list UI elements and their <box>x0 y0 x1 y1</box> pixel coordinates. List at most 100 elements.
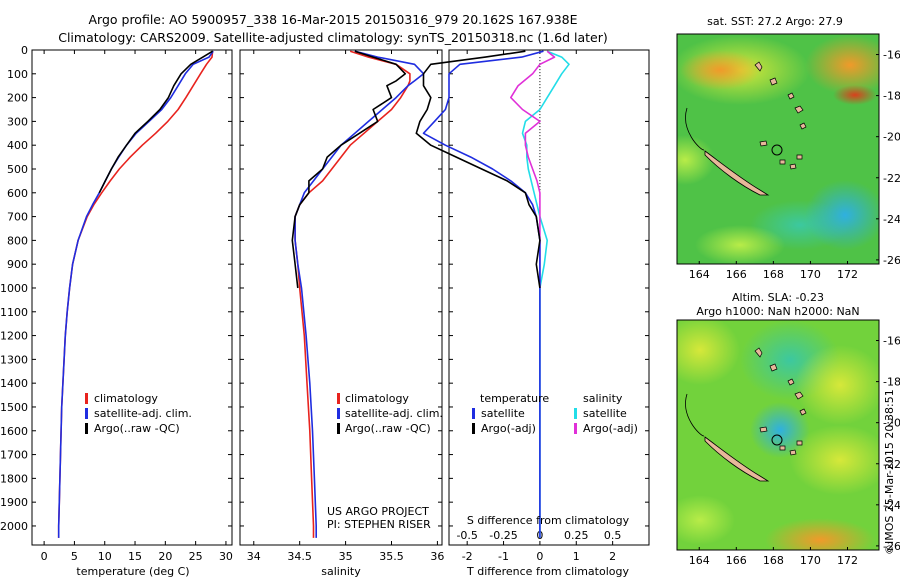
salinity-axis: 34 34.5 35 35.5 36 <box>240 49 444 563</box>
temperature-xlabel: temperature (deg C) <box>76 565 189 578</box>
y-tick-label: 1300 <box>0 353 28 366</box>
sst-map: sat. SST: 27.2 Argo: 27.9 164 166 168 170 17… <box>676 15 900 281</box>
y-tick-label: 1700 <box>0 449 28 462</box>
map-y-tick-label: -20 <box>883 131 900 144</box>
y-tick-label: 1600 <box>0 425 28 438</box>
x-tick-label: 34 <box>247 550 261 563</box>
legend-swatch-s-satellite <box>574 408 577 419</box>
y-tick-label: 900 <box>7 258 28 271</box>
x-tick-label: 0 <box>536 550 543 563</box>
salinity-xlabel: salinity <box>321 565 361 578</box>
y-tick-label: 800 <box>7 234 28 247</box>
island-new-caledonia <box>704 436 770 482</box>
sst-title: sat. SST: 27.2 Argo: 27.9 <box>707 15 843 28</box>
difference-xlabel: T difference from climatology <box>466 565 629 578</box>
series-line-satellite <box>57 50 214 538</box>
x-tick-label: 25 <box>189 550 203 563</box>
y-tick-label: 1900 <box>0 496 28 509</box>
difference-xlabel-top: S difference from climatology <box>467 514 630 527</box>
map-y-tick-label: -18 <box>883 90 900 103</box>
islands-vanuatu <box>754 347 807 416</box>
legend-argo: Argo(..raw -QC) <box>94 422 180 435</box>
sla-field <box>677 320 879 550</box>
salinity-legend: climatology satellite-adj. clim. Argo(..… <box>337 392 443 435</box>
legend-swatch-argo <box>85 423 88 434</box>
legend-climatology: climatology <box>345 392 409 405</box>
y-tick-label: 1800 <box>0 472 28 485</box>
legend-t-argo: Argo(-adj) <box>481 422 536 435</box>
series-line-t-satellite <box>422 50 544 538</box>
legend-swatch-t-satellite <box>472 408 475 419</box>
temperature-plot-frame <box>31 49 233 546</box>
x-tick-label: 10 <box>98 550 112 563</box>
y-tick-label: 0 <box>21 44 28 57</box>
x-tick-label: 30 <box>219 550 233 563</box>
series-line-climatology <box>294 50 411 538</box>
sst-warm-zone <box>805 35 879 95</box>
y-tick-label: 1400 <box>0 377 28 390</box>
top-tick-label: 0.5 <box>604 529 622 542</box>
legend-header-salinity: salinity <box>583 392 623 405</box>
legend-swatch-s-argo <box>574 423 577 434</box>
project-label: US ARGO PROJECT <box>327 505 429 518</box>
sst-warm-zone <box>695 225 785 264</box>
series-line-satellite <box>294 50 425 538</box>
x-tick-label: 5 <box>71 550 78 563</box>
pi-label: PI: STEPHEN RISER <box>327 518 431 531</box>
series-line-s-argo <box>509 50 556 288</box>
difference-panel: -2 -1 0 1 2-0.5 -0.25 0 0.25 0.5 temperature sal… <box>415 49 650 578</box>
y-tick-label: 500 <box>7 163 28 176</box>
x-tick-label: 20 <box>158 550 172 563</box>
difference-legend: temperature salinity satellite Argo(-adj… <box>472 392 638 435</box>
header-line1: Argo profile: AO 5900957_338 16-Mar-2015… <box>88 12 577 27</box>
sla-high-zone <box>795 345 879 425</box>
temperature-axis: 0100200300400500600700800900100011001200… <box>0 44 233 563</box>
sla-high-zone <box>790 425 879 495</box>
legend-swatch-climatology <box>85 393 88 404</box>
x-tick-label: 35 <box>339 550 353 563</box>
map-x-tick-label: 166 <box>726 268 747 281</box>
series-line-t-argo <box>415 50 541 289</box>
map-x-tick-label: 172 <box>837 554 858 567</box>
y-tick-label: 1000 <box>0 282 28 295</box>
reef-outline <box>685 107 705 151</box>
map-y-tick-label: -18 <box>883 376 900 389</box>
map-x-tick-label: 168 <box>763 268 784 281</box>
legend-swatch-climatology <box>337 393 340 404</box>
sla-map: Altim. SLA: -0.23 Argo h1000: NaN h2000:… <box>676 291 900 567</box>
map-x-tick-label: 170 <box>800 268 821 281</box>
difference-lines <box>415 50 570 538</box>
map-y-tick-label: -22 <box>883 458 900 471</box>
sla-high-zone <box>765 518 875 550</box>
x-tick-label: 0 <box>41 550 48 563</box>
sla-title1: Altim. SLA: -0.23 <box>732 291 824 304</box>
x-tick-label: 2 <box>609 550 616 563</box>
sst-warm-zone <box>677 135 715 185</box>
map-x-tick-label: 166 <box>726 554 747 567</box>
header-line2: Climatology: CARS2009. Satellite-adjuste… <box>58 30 608 45</box>
map-y-tick-label: -26 <box>883 254 900 267</box>
sla-axis: 164 166 168 170 172 -16 -18 -20 -22 -24 -26 <box>689 335 900 567</box>
top-tick-label: -0.25 <box>489 529 517 542</box>
salinity-lines <box>291 50 425 538</box>
map-y-tick-label: -22 <box>883 172 900 185</box>
y-tick-label: 1500 <box>0 401 28 414</box>
island-new-caledonia <box>704 150 770 196</box>
map-y-tick-label: -26 <box>883 540 900 553</box>
argo-location-marker <box>771 144 783 156</box>
map-x-tick-label: 164 <box>689 268 710 281</box>
y-tick-label: 200 <box>7 92 28 105</box>
map-y-tick-label: -24 <box>883 499 900 512</box>
temperature-legend: climatology satellite-adj. clim. Argo(..… <box>85 392 192 435</box>
legend-climatology: climatology <box>94 392 158 405</box>
salinity-plot-frame <box>239 49 443 546</box>
map-x-tick-label: 172 <box>837 268 858 281</box>
temperature-panel: 0100200300400500600700800900100011001200… <box>0 44 233 578</box>
difference-plot-frame <box>448 49 650 546</box>
legend-satellite: satellite-adj. clim. <box>345 407 443 420</box>
map-x-tick-label: 168 <box>763 554 784 567</box>
argo-location-marker <box>771 434 783 446</box>
top-tick-label: 0.25 <box>564 529 589 542</box>
x-tick-label: 1 <box>573 550 580 563</box>
